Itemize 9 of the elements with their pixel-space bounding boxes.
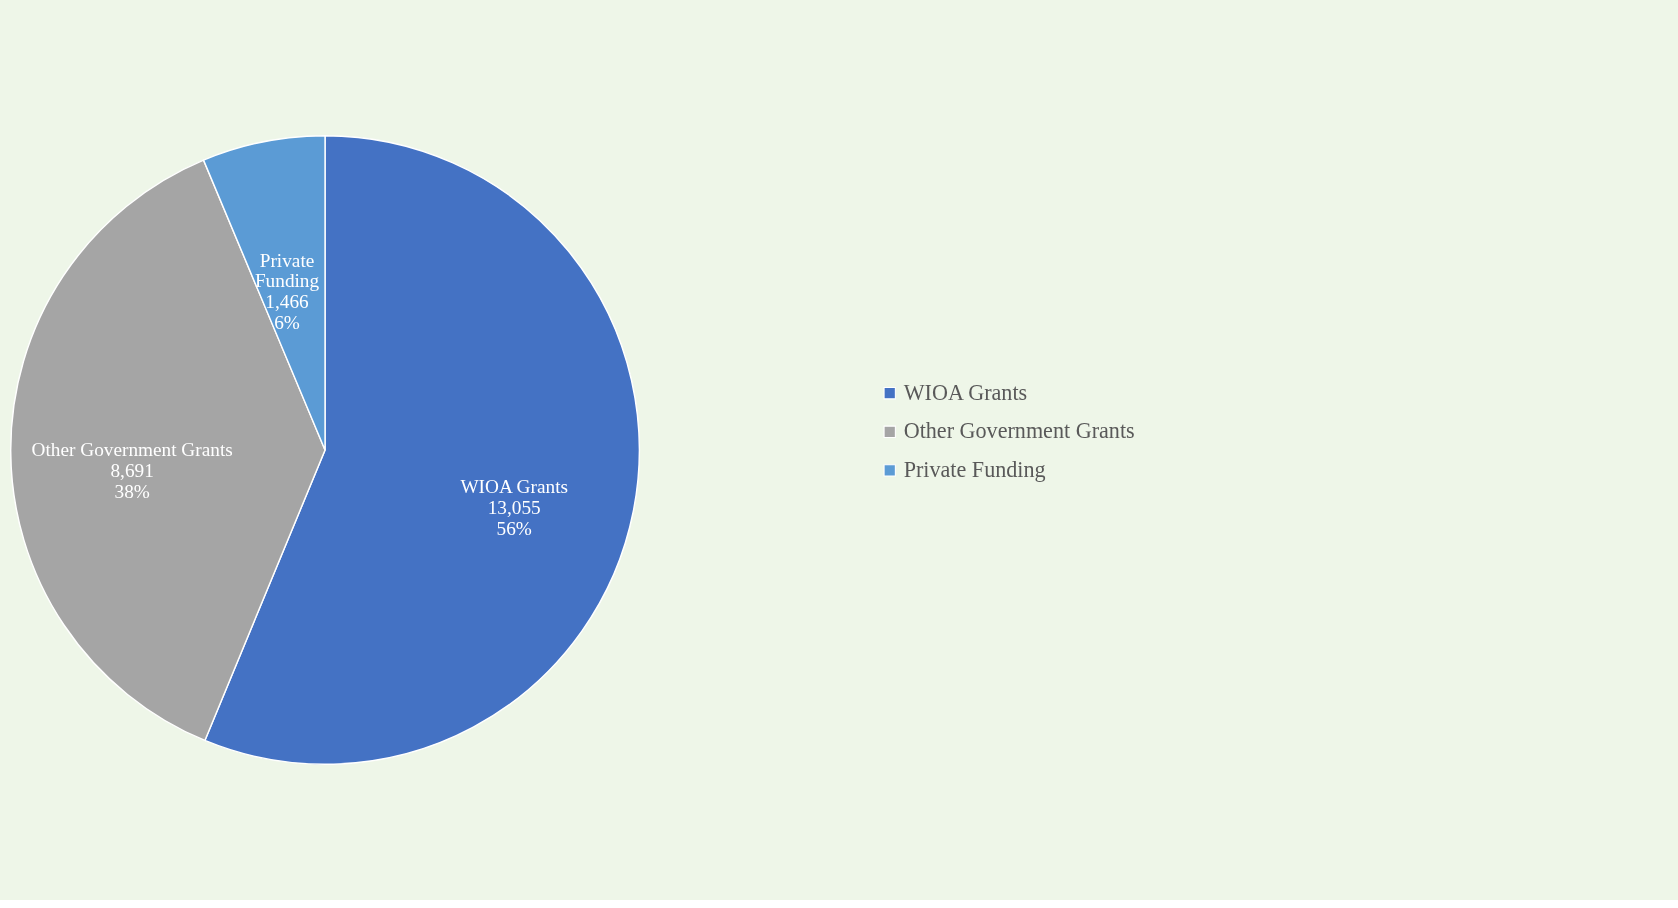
legend-label: WIOA Grants [903,379,1028,405]
slice-label: Private Funding [254,249,320,292]
data-label: 8,691 38% [110,459,154,502]
data-label: 1,466 6% [265,291,310,333]
legend-label: Other Government Grants [903,418,1135,444]
slice-label: WIOA Grants [460,476,568,498]
data-label: 13,055 56% [487,497,541,539]
slice-label: Other Government Grants [31,439,233,461]
legend-label: Private Funding [903,456,1046,482]
